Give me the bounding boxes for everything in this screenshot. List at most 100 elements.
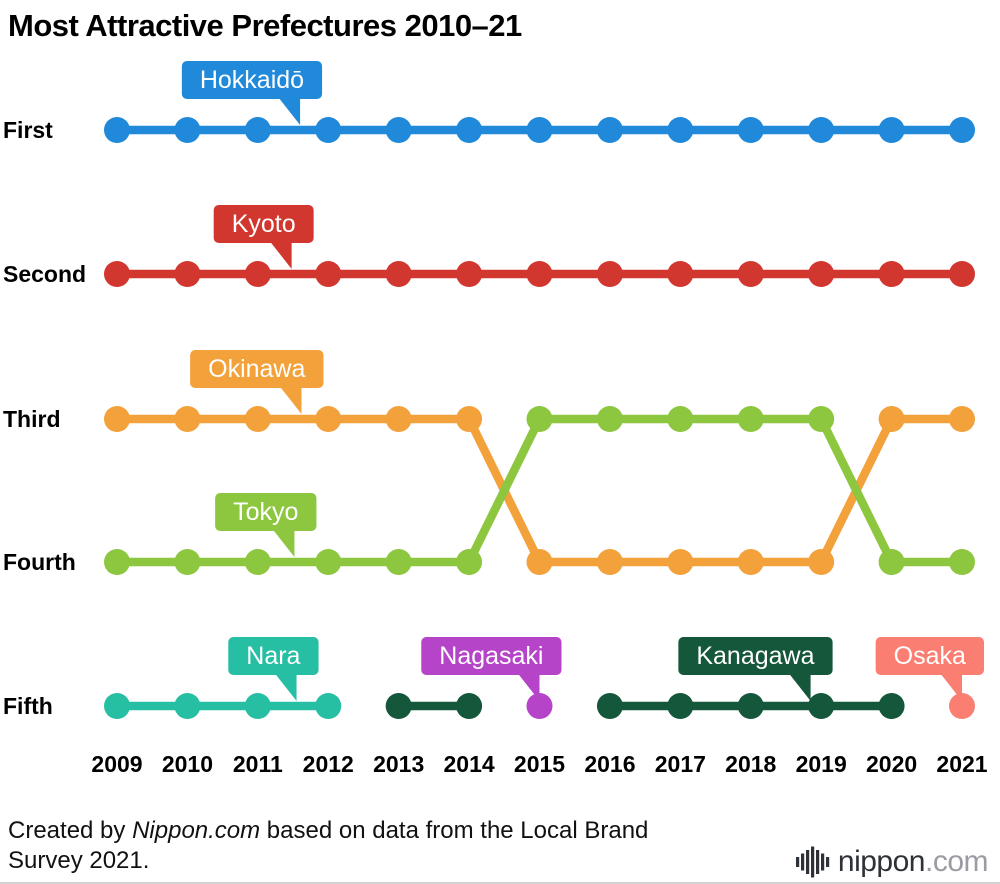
callout-tail-hokkaid	[278, 97, 301, 125]
nippon-logo-text: nippon.com	[837, 845, 989, 879]
data-point-hokkaid-2011	[244, 117, 271, 143]
year-label-2019: 2019	[796, 751, 847, 777]
data-point-hokkaid-2013	[385, 117, 412, 143]
callout-label-kyoto: Kyoto	[232, 210, 296, 238]
callout-box-kyoto	[213, 205, 314, 243]
credit-line1: based on data from the Local Brand	[260, 817, 649, 844]
data-point-kyoto-2017	[667, 261, 694, 287]
data-point-hokkaid-2016	[596, 117, 623, 143]
year-label-2016: 2016	[584, 751, 635, 777]
data-point-okinawa-2013	[385, 406, 412, 432]
callout-label-tokyo: Tokyo	[233, 498, 298, 526]
data-point-kyoto-2018	[737, 261, 764, 287]
data-point-tokyo-2017	[667, 406, 694, 432]
data-point-okinawa-2016	[596, 549, 623, 575]
data-point-tokyo-2010	[174, 549, 201, 575]
year-label-2020: 2020	[866, 751, 917, 777]
year-label-2012: 2012	[303, 751, 354, 777]
data-point-kyoto-2013	[385, 261, 412, 287]
callout-box-hokkaid	[181, 61, 323, 99]
callout-tail-kanagawa	[788, 673, 811, 701]
data-point-hokkaid-2010	[174, 117, 201, 143]
data-point-okinawa-2011	[244, 406, 271, 432]
credit-source: Nippon.com	[132, 817, 261, 844]
data-point-tokyo-2020	[878, 549, 905, 575]
chart-title: Most Attractive Prefectures 2010–21	[8, 8, 522, 43]
data-point-tokyo-2021	[949, 549, 976, 575]
year-label-2018: 2018	[725, 751, 776, 777]
data-point-tokyo-2016	[596, 406, 623, 432]
data-point-kyoto-2016	[596, 261, 623, 287]
logo-name: nippon	[837, 845, 926, 878]
rank-label-third: Third	[3, 406, 61, 432]
data-point-kyoto-2012	[315, 261, 342, 287]
callout-box-osaka	[875, 637, 985, 675]
callout-tail-tokyo	[272, 529, 295, 557]
data-point-okinawa-2009	[104, 406, 130, 432]
data-point-kyoto-2010	[174, 261, 201, 287]
data-point-tokyo-2011	[244, 549, 271, 575]
callout-tail-okinawa	[279, 386, 302, 414]
data-point-kanagawa-2014	[456, 693, 483, 719]
bump-chart: First Second Third Fourth Fifth 2009 2010 2011 2…	[3, 61, 988, 777]
year-label-2015: 2015	[514, 751, 565, 777]
rank-label-fourth: Fourth	[3, 549, 76, 575]
data-point-hokkaid-2017	[667, 117, 694, 143]
data-point-okinawa-2010	[174, 406, 201, 432]
callout-box-nara	[228, 637, 319, 675]
data-point-kyoto-2019	[808, 261, 835, 287]
data-point-kanagawa-2017	[667, 693, 694, 719]
data-point-hokkaid-2015	[526, 117, 553, 143]
data-point-kyoto-2009	[104, 261, 130, 287]
data-point-kyoto-2011	[244, 261, 271, 287]
data-point-okinawa-2021	[949, 406, 976, 432]
rank-label-first: First	[3, 117, 53, 143]
year-label-2017: 2017	[655, 751, 706, 777]
data-point-okinawa-2015	[526, 549, 553, 575]
callout-box-tokyo	[215, 493, 317, 531]
data-point-hokkaid-2020	[878, 117, 905, 143]
year-label-2014: 2014	[443, 751, 494, 777]
rank-label-fifth: Fifth	[3, 693, 53, 719]
callout-label-osaka: Osaka	[894, 642, 966, 670]
credit-prefix: Created by	[8, 817, 133, 844]
credit-text: Created by Nippon.com based on data from…	[8, 816, 648, 876]
data-point-tokyo-2013	[385, 549, 412, 575]
logo-tld: .com	[924, 845, 989, 878]
data-point-hokkaid-2018	[737, 117, 764, 143]
data-point-tokyo-2018	[737, 406, 764, 432]
data-point-tokyo-2019	[808, 406, 835, 432]
rank-label-second: Second	[3, 261, 86, 287]
callout-label-nagasaki: Nagasaki	[439, 642, 543, 670]
callout-label-kanagawa: Kanagawa	[696, 642, 814, 670]
year-label-2011: 2011	[233, 751, 283, 777]
callout-tail-kyoto	[269, 241, 292, 269]
data-point-hokkaid-2009	[104, 117, 130, 143]
data-point-osaka-2021	[949, 693, 976, 719]
callout-box-nagasaki	[421, 637, 562, 675]
year-label-2009: 2009	[91, 751, 142, 777]
data-point-kanagawa-2019	[808, 693, 835, 719]
callout-tail-nagasaki	[517, 673, 540, 701]
data-point-kanagawa-2020	[878, 693, 905, 719]
data-point-okinawa-2012	[315, 406, 342, 432]
data-point-kyoto-2020	[878, 261, 905, 287]
year-label-2013: 2013	[373, 751, 424, 777]
data-point-tokyo-2014	[456, 549, 483, 575]
callout-label-nara: Nara	[246, 642, 300, 670]
data-point-hokkaid-2021	[949, 117, 976, 143]
data-point-kanagawa-2013	[385, 693, 412, 719]
data-point-hokkaid-2019	[808, 117, 835, 143]
data-point-nara-2010	[174, 693, 201, 719]
nippon-logo-icon	[795, 846, 830, 878]
data-point-okinawa-2014	[456, 406, 483, 432]
data-point-okinawa-2018	[737, 549, 764, 575]
callout-label-okinawa: Okinawa	[208, 355, 305, 383]
data-point-okinawa-2019	[808, 549, 835, 575]
callout-label-hokkaid: Hokkaidō	[200, 66, 304, 94]
data-point-nagasaki-2015	[526, 693, 553, 719]
data-point-tokyo-2009	[104, 549, 130, 575]
callout-box-kanagawa	[678, 637, 833, 675]
data-point-nara-2009	[104, 693, 130, 719]
nippon-logo: nippon.com	[795, 842, 989, 882]
